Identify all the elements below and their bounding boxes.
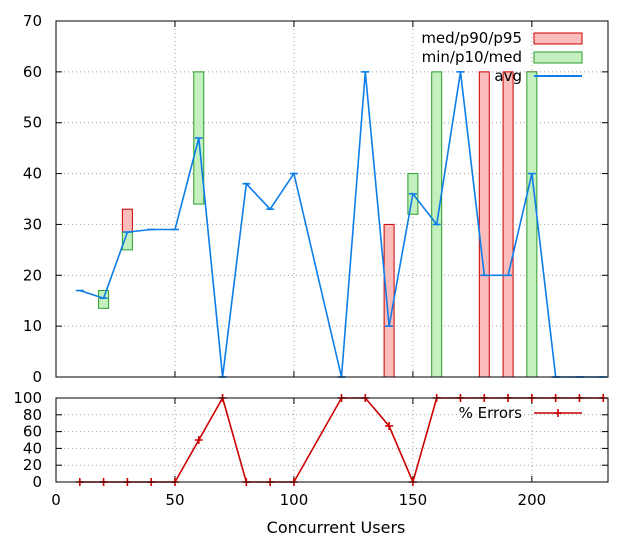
legend-swatch bbox=[533, 32, 583, 45]
top-y-tick-label: 20 bbox=[23, 266, 42, 284]
min-p10-med-box bbox=[526, 71, 538, 378]
top-y-tick-label: 0 bbox=[32, 368, 42, 386]
legend-label: % Errors bbox=[459, 404, 523, 422]
legend-swatch-point bbox=[554, 409, 562, 417]
bottom-y-tick-label: 0 bbox=[32, 473, 42, 491]
bottom-y-tick-label: 100 bbox=[13, 389, 42, 407]
legend-label: med/p90/p95 bbox=[421, 29, 522, 47]
bottom-plot-frame bbox=[55, 397, 609, 483]
top-y-tick-label: 30 bbox=[23, 215, 42, 233]
x-tick-label: 50 bbox=[165, 491, 184, 509]
avg-line bbox=[79, 71, 604, 378]
errors-line bbox=[79, 395, 604, 485]
x-axis-title: Concurrent Users bbox=[267, 518, 406, 537]
top-plot-frame bbox=[55, 20, 609, 378]
med-p90-p95-box bbox=[383, 223, 395, 378]
errors-point bbox=[385, 421, 394, 430]
med-p90-p95-box bbox=[478, 71, 490, 378]
bottom-y-tick-label: 80 bbox=[23, 406, 42, 424]
top-y-tick-label: 70 bbox=[23, 12, 42, 30]
top-y-tick-label: 10 bbox=[23, 317, 42, 335]
bottom-y-tick-label: 40 bbox=[23, 439, 42, 457]
x-tick-label: 150 bbox=[399, 491, 428, 509]
med-p90-p95-box bbox=[502, 71, 514, 378]
med-p90-p95-box bbox=[121, 208, 133, 233]
x-tick-label: 0 bbox=[51, 491, 61, 509]
min-p10-med-box bbox=[98, 290, 110, 309]
top-y-tick-label: 50 bbox=[23, 114, 42, 132]
top-y-tick-label: 60 bbox=[23, 63, 42, 81]
bottom-y-tick-label: 20 bbox=[23, 456, 42, 474]
top-y-tick-label: 40 bbox=[23, 165, 42, 183]
errors-point bbox=[194, 436, 203, 444]
legend-swatch bbox=[533, 51, 583, 64]
bottom-y-tick-label: 60 bbox=[23, 423, 42, 441]
legend-label: min/p10/med bbox=[422, 48, 522, 66]
x-tick-label: 100 bbox=[280, 491, 309, 509]
x-tick-label: 200 bbox=[518, 491, 547, 509]
legend-label: avg bbox=[494, 67, 522, 85]
